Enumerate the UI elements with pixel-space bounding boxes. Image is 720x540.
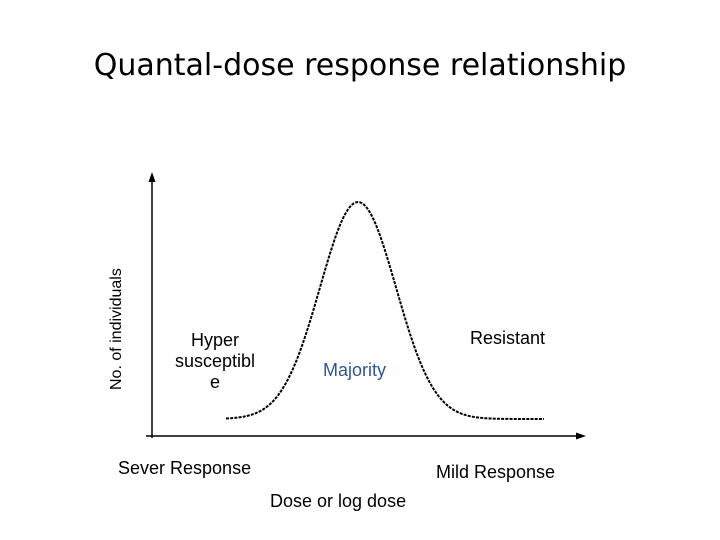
x-axis-arrow xyxy=(576,432,586,440)
resistant-label: Resistant xyxy=(470,328,546,348)
mild-response-label: Mild Response xyxy=(436,462,556,482)
y-axis-arrow xyxy=(148,172,156,182)
bell-curve xyxy=(225,200,544,420)
hyper-susceptible-label: Hyper susceptibl e xyxy=(174,330,256,392)
majority-label: Majority xyxy=(323,360,387,380)
slide-title: Quantal-dose response relationship xyxy=(93,48,627,83)
x-axis-label: Dose or log dose xyxy=(270,491,407,511)
sever-response-label: Sever Response xyxy=(118,458,252,478)
y-axis-label: No. of individuals xyxy=(108,268,125,390)
